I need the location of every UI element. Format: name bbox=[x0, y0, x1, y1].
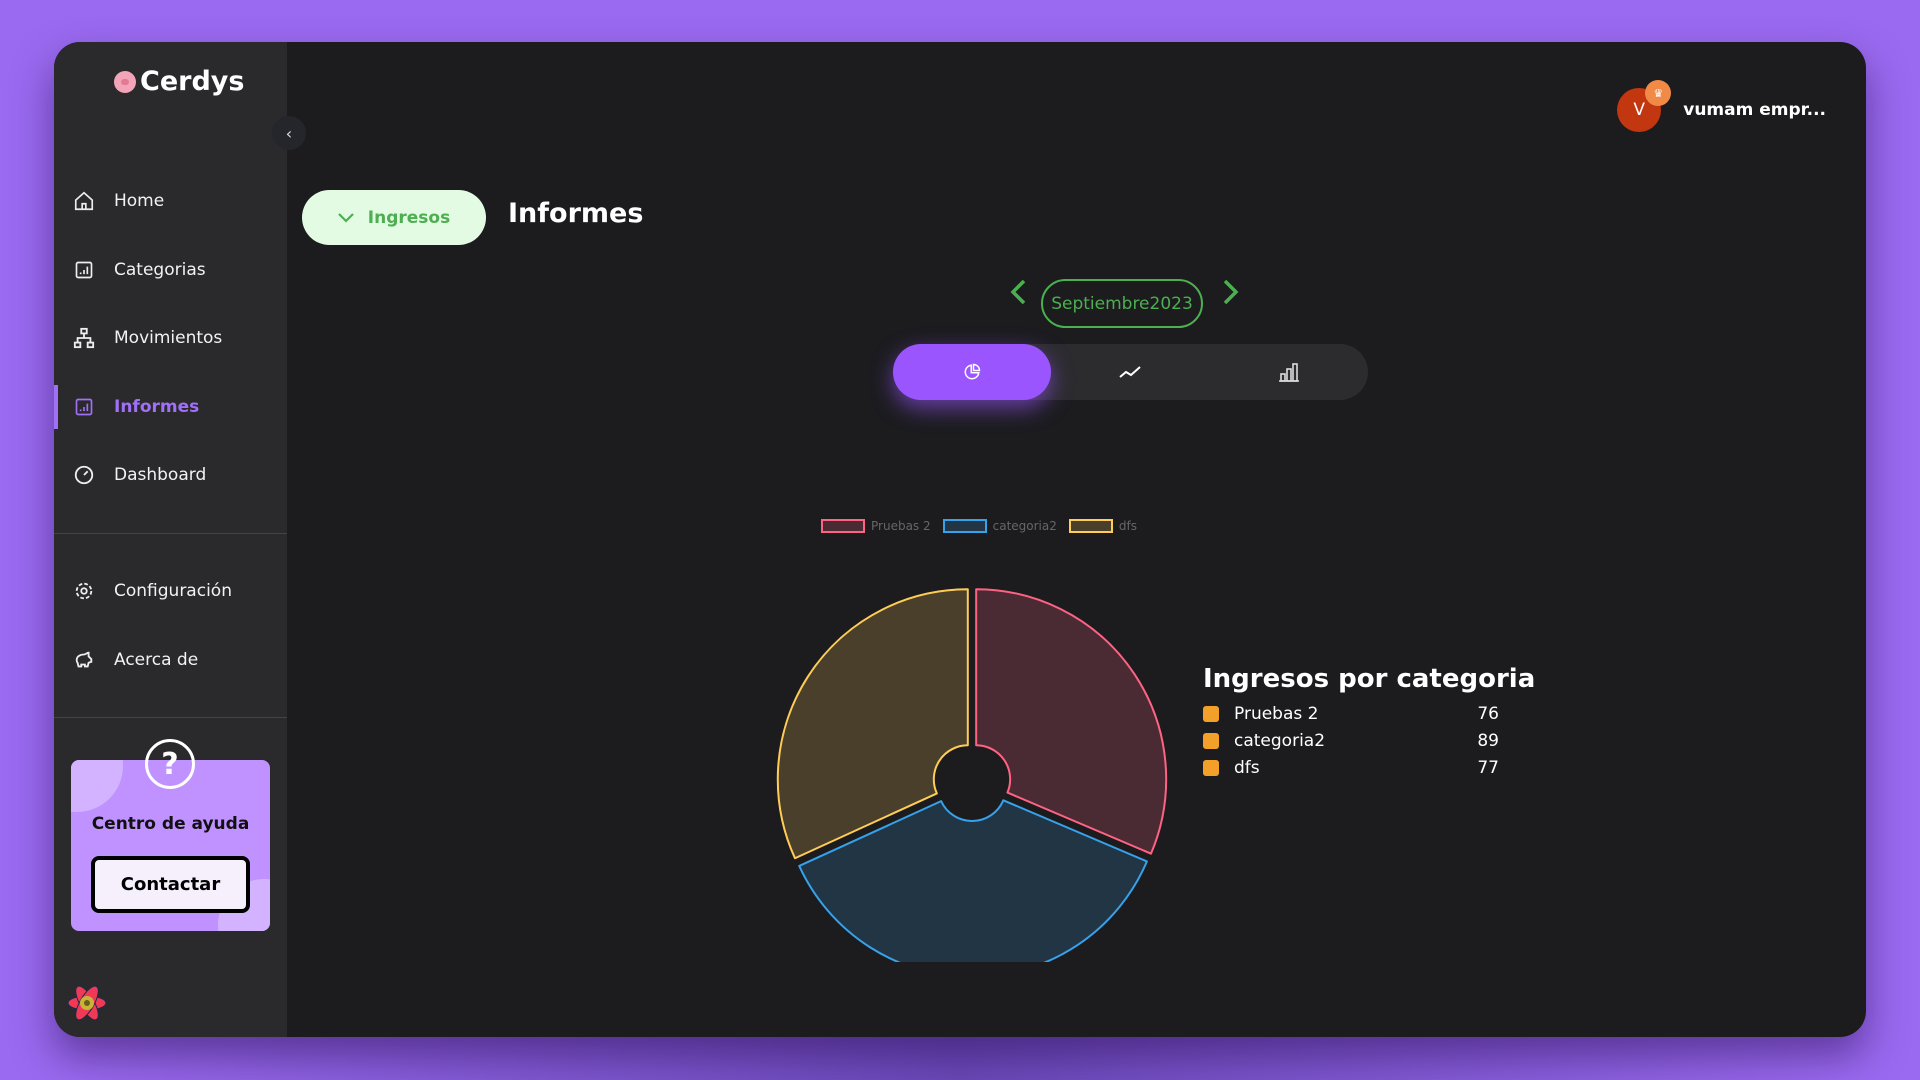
summary-row: dfs 77 bbox=[1203, 754, 1499, 781]
help-icon: ? bbox=[145, 739, 195, 789]
sidebar-item-label: Categorias bbox=[114, 260, 206, 280]
pie-chart-tab[interactable] bbox=[893, 344, 1051, 400]
chevron-down-icon bbox=[338, 212, 354, 223]
sidebar-item-movimientos[interactable]: Movimientos bbox=[54, 316, 287, 360]
prev-month-button[interactable] bbox=[1009, 276, 1027, 314]
gear-icon bbox=[73, 580, 95, 602]
pie-chart bbox=[776, 588, 1168, 962]
legend-item[interactable]: Pruebas 2 bbox=[821, 519, 931, 533]
chevron-right-icon bbox=[1223, 279, 1239, 305]
row-label: dfs bbox=[1234, 757, 1260, 778]
cat-emoji-icon bbox=[1203, 732, 1219, 749]
home-icon bbox=[73, 190, 95, 212]
type-selector-label: Ingresos bbox=[367, 207, 451, 228]
type-selector-dropdown[interactable]: Ingresos bbox=[302, 190, 486, 245]
pie-slice-pruebas-2[interactable] bbox=[975, 588, 1168, 855]
react-logo-icon bbox=[66, 982, 108, 1028]
sidebar-item-label: Configuración bbox=[114, 581, 232, 601]
help-title: Centro de ayuda bbox=[91, 814, 250, 834]
piggy-bank-icon bbox=[73, 649, 95, 671]
chevron-left-icon: ‹ bbox=[285, 123, 293, 143]
legend-item[interactable]: dfs bbox=[1068, 519, 1137, 533]
row-label: categoria2 bbox=[1234, 730, 1326, 751]
app-window: Cerdys Home Categorias Movimientos Infor… bbox=[54, 42, 1866, 1037]
row-value: 76 bbox=[1477, 703, 1499, 724]
sidebar-item-acerca-de[interactable]: Acerca de bbox=[54, 638, 287, 682]
sidebar-item-label: Acerca de bbox=[114, 650, 199, 670]
line-chart-icon bbox=[1119, 366, 1141, 378]
summary-row: categoria2 89 bbox=[1203, 727, 1499, 754]
legend-label: Pruebas 2 bbox=[871, 519, 931, 533]
page-title: Informes bbox=[508, 198, 644, 229]
line-chart-tab[interactable] bbox=[1051, 344, 1209, 400]
sidebar-item-configuracion[interactable]: Configuración bbox=[54, 569, 287, 613]
bar-chart-tab[interactable] bbox=[1210, 344, 1368, 400]
sidebar-item-label: Movimientos bbox=[114, 328, 223, 348]
cat-emoji-icon bbox=[1203, 705, 1219, 722]
avatar-initial: V bbox=[1633, 100, 1646, 120]
collapse-sidebar-button[interactable]: ‹ bbox=[272, 116, 306, 150]
category-summary: Ingresos por categoria Pruebas 2 76 categ… bbox=[1203, 664, 1536, 781]
chart-square-icon bbox=[73, 259, 95, 281]
sidebar-item-dashboard[interactable]: Dashboard bbox=[54, 453, 287, 497]
summary-title: Ingresos por categoria bbox=[1203, 664, 1536, 694]
bar-chart-icon bbox=[1279, 363, 1299, 382]
chevron-left-icon bbox=[1010, 279, 1026, 305]
sidebar-item-label: Informes bbox=[114, 397, 200, 417]
sidebar-divider bbox=[54, 717, 287, 718]
legend-label: dfs bbox=[1118, 519, 1137, 533]
hierarchy-icon bbox=[73, 327, 95, 349]
sidebar-divider bbox=[54, 533, 287, 534]
legend-swatch bbox=[942, 519, 987, 533]
brand-name: Cerdys bbox=[140, 66, 245, 97]
pig-logo-icon bbox=[114, 70, 136, 93]
pie-chart-icon bbox=[964, 363, 981, 380]
legend-label: categoria2 bbox=[992, 519, 1057, 533]
chart-legend: Pruebas 2 categoria2 dfs bbox=[821, 519, 1141, 533]
next-month-button[interactable] bbox=[1222, 276, 1240, 314]
legend-swatch bbox=[1068, 519, 1113, 533]
contact-button[interactable]: Contactar bbox=[91, 856, 250, 913]
user-menu[interactable]: V ♛ vumam empr... bbox=[1617, 80, 1826, 132]
pie-slice-categoria2[interactable] bbox=[798, 799, 1148, 962]
legend-item[interactable]: categoria2 bbox=[942, 519, 1057, 533]
report-icon bbox=[73, 396, 95, 418]
sidebar: Cerdys Home Categorias Movimientos Infor… bbox=[54, 42, 287, 1037]
avatar[interactable]: V ♛ bbox=[1617, 80, 1672, 132]
sidebar-item-label: Dashboard bbox=[114, 465, 207, 485]
sidebar-item-home[interactable]: Home bbox=[54, 179, 287, 223]
row-value: 77 bbox=[1477, 757, 1499, 778]
row-value: 89 bbox=[1477, 730, 1499, 751]
sidebar-item-informes[interactable]: Informes bbox=[54, 385, 287, 429]
user-name: vumam empr... bbox=[1683, 100, 1826, 120]
chart-type-toggle bbox=[893, 344, 1368, 400]
main-content: Ingresos Informes V ♛ vumam empr... Septi… bbox=[287, 42, 1866, 1037]
period-label[interactable]: Septiembre2023 bbox=[1041, 279, 1203, 328]
row-label: Pruebas 2 bbox=[1234, 703, 1319, 724]
sidebar-item-label: Home bbox=[114, 191, 165, 211]
gauge-icon bbox=[73, 464, 95, 486]
sidebar-item-categorias[interactable]: Categorias bbox=[54, 248, 287, 292]
cat-emoji-icon bbox=[1203, 759, 1219, 776]
logo[interactable]: Cerdys bbox=[114, 66, 244, 97]
crown-icon: ♛ bbox=[1645, 80, 1672, 106]
summary-row: Pruebas 2 76 bbox=[1203, 700, 1499, 727]
legend-swatch bbox=[821, 519, 865, 533]
pie-slice-dfs[interactable] bbox=[776, 588, 969, 860]
